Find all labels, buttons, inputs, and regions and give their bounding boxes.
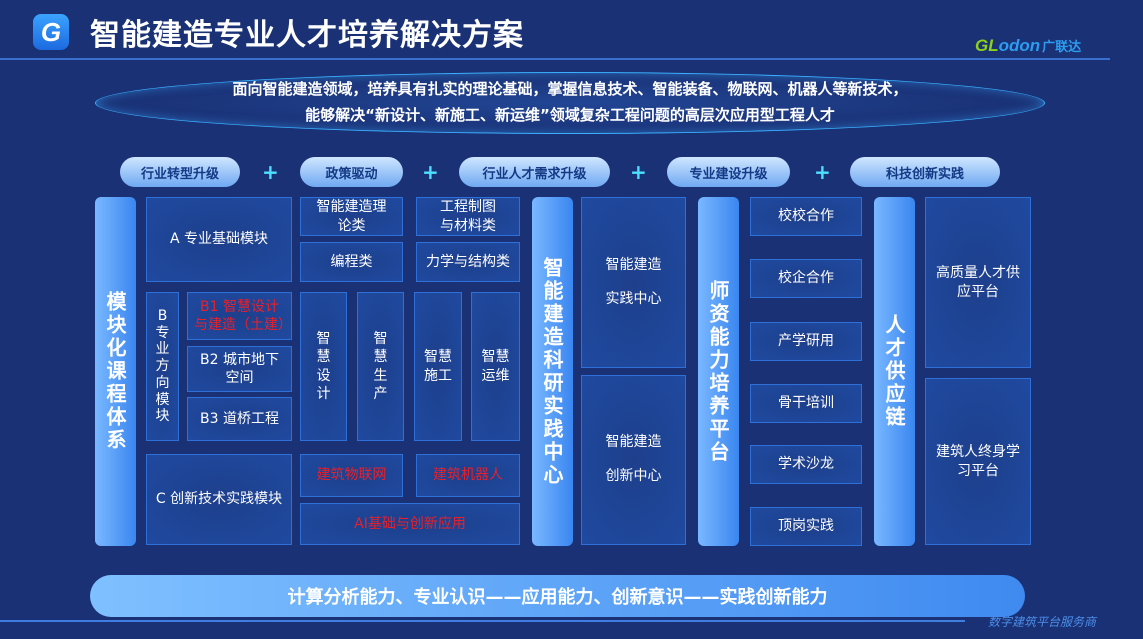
driver-pill: 专业建设升级 [667, 157, 790, 187]
module-b1: B1 智慧设计与建造（土建） [187, 292, 292, 340]
teacher-item: 校企合作 [750, 259, 862, 298]
mission-line-2: 能够解决“新设计、新施工、新运维”领域复杂工程问题的高层次应用型工程人才 [305, 106, 835, 124]
driver-pill: 科技创新实践 [850, 157, 1000, 187]
page-title: 智能建造专业人才培养解决方案 [90, 18, 524, 53]
talent-supply-platform: 高质量人才供应平台 [925, 197, 1031, 368]
smart-box: 智慧运维 [471, 292, 520, 441]
module-a: A 专业基础模块 [146, 197, 292, 282]
plus-icon: + [422, 160, 439, 184]
ai-box: AI基础与创新应用 [300, 503, 520, 545]
module-c: C 创新技术实践模块 [146, 454, 292, 545]
iot-box: 建筑物联网 [300, 454, 403, 497]
tagline: 数字建筑平台服务商 [988, 615, 1097, 629]
smart-box: 智慧施工 [414, 292, 462, 441]
robot-box: 建筑机器人 [416, 454, 520, 497]
research-center-bar: 智能建造科研实践中心 [532, 197, 573, 546]
glodon-g-logo: G [33, 14, 69, 50]
driver-pill: 行业转型升级 [120, 157, 240, 187]
module-b2: B2 城市地下空间 [187, 346, 292, 392]
theory-box: 智能建造理论类 [300, 197, 403, 236]
drawing-box: 工程制图与材料类 [416, 197, 520, 236]
footer-line [0, 620, 965, 622]
lifelong-learning-platform: 建筑人终身学习平台 [925, 378, 1031, 545]
teacher-platform-bar: 师资能力培养平台 [698, 197, 739, 546]
teacher-item: 骨干培训 [750, 384, 862, 423]
plus-icon: + [262, 160, 279, 184]
driver-pill: 行业人才需求升级 [459, 157, 610, 187]
programming-box: 编程类 [300, 242, 403, 282]
teacher-item: 学术沙龙 [750, 445, 862, 484]
smart-box: 智慧生产 [357, 292, 404, 441]
practice-center: 智能建造实践中心 [581, 197, 686, 368]
course-system-bar: 模块化课程体系 [95, 197, 136, 546]
mission-ellipse [95, 72, 1045, 134]
driver-pill: 政策驱动 [300, 157, 403, 187]
teacher-item: 顶岗实践 [750, 507, 862, 546]
capability-banner: 计算分析能力、专业认识——应用能力、创新意识——实践创新能力 [90, 575, 1025, 617]
teacher-item: 校校合作 [750, 197, 862, 236]
header-divider [0, 58, 1110, 60]
innovation-center: 智能建造创新中心 [581, 375, 686, 545]
teacher-item: 产学研用 [750, 322, 862, 361]
glodon-brand-logo: GLodon 广联达 [975, 36, 1082, 55]
talent-chain-bar: 人才供应链 [874, 197, 915, 546]
mission-line-1: 面向智能建造领域，培养具有扎实的理论基础，掌握信息技术、智能装备、物联网、机器人… [232, 80, 908, 98]
module-b: B专业方向模块 [146, 292, 179, 441]
plus-icon: + [814, 160, 831, 184]
plus-icon: + [630, 160, 647, 184]
module-b3: B3 道桥工程 [187, 397, 292, 441]
mechanics-box: 力学与结构类 [416, 242, 520, 282]
smart-box: 智慧设计 [300, 292, 347, 441]
